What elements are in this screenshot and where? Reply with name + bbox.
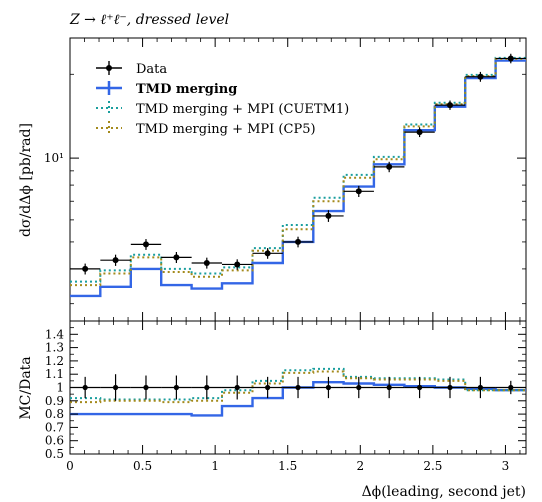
data-point — [325, 212, 332, 219]
data-ratio-point — [234, 384, 240, 391]
y-axis-label: dσ/dΔϕ [pb/rad] — [18, 123, 34, 237]
data-ratio-point — [112, 384, 119, 391]
ratio-tick-label: 0.8 — [45, 407, 64, 421]
ratio-tick-label: 1 — [56, 381, 64, 395]
chart-title: Z → ℓ⁺ℓ⁻, dressed level — [69, 12, 229, 28]
x-tick-label: 3 — [502, 459, 510, 473]
data-ratio-point — [477, 384, 484, 391]
y-tick-label: 10¹ — [44, 151, 64, 165]
ratio-tick-label: 0.6 — [45, 434, 64, 448]
x-tick-label: 0 — [66, 459, 74, 473]
data-ratio-point — [173, 384, 179, 391]
x-tick-label: 1 — [211, 459, 219, 473]
data-point — [112, 257, 119, 264]
data-point — [82, 265, 89, 272]
data-ratio-point — [508, 384, 514, 391]
x-tick-label: 1.5 — [278, 459, 297, 473]
ratio-tick-label: 0.7 — [45, 420, 64, 434]
x-axis-label: Δϕ(leading, second jet) — [362, 484, 526, 500]
x-tick-label: 0.5 — [133, 459, 152, 473]
data-point — [507, 55, 514, 62]
data-legend-label: Data — [136, 62, 167, 77]
data-point — [173, 254, 180, 261]
tmd-merging-mpi-cp5-ratio-line — [70, 370, 526, 404]
x-axis-ticks: 0 0.5 1 1.5 2 2.5 3 — [66, 38, 521, 473]
tmd-merging-mpi-cuetm1-legend-label: TMD merging + MPI (CUETM1) — [136, 102, 349, 117]
data-ratio-point — [295, 384, 301, 391]
data-point — [203, 260, 210, 267]
data-ratio-point — [447, 384, 453, 391]
ratio-y-ticks: 0.50.60.70.80.911.11.21.31.4 — [45, 327, 526, 461]
data-point — [447, 102, 453, 109]
data-ratio-point — [416, 384, 423, 391]
data-ratio-point — [265, 384, 271, 391]
main-plot-frame — [69, 37, 527, 322]
tmd-merging-mpi-cp5-legend-label: TMD merging + MPI (CP5) — [136, 122, 316, 137]
legend: Data TMD merging TMD merging + MPI (CUETM1… — [96, 61, 349, 137]
main-y-ticks: 10¹ — [44, 73, 526, 305]
data-point — [295, 238, 302, 245]
ratio-axis-label: MC/Data — [18, 356, 34, 419]
data-ratio-point — [325, 384, 332, 391]
ratio-tick-label: 1.1 — [45, 367, 64, 381]
ratio-tick-label: 0.9 — [45, 394, 64, 408]
data-ratio-point — [82, 384, 88, 391]
ratio-tick-label: 0.5 — [45, 447, 64, 461]
ratio-tick-label: 1.2 — [45, 354, 64, 368]
tmd-merging-mpi-cuetm1-line — [70, 56, 526, 283]
ratio-tick-label: 1.3 — [45, 341, 64, 355]
ratio-tick-label: 1.4 — [45, 327, 64, 341]
data-point — [477, 73, 484, 80]
tmd-merging-legend-label: TMD merging — [136, 82, 237, 97]
data-legend-marker — [106, 65, 112, 71]
data-point — [386, 163, 393, 170]
data-ratio-point — [204, 384, 210, 391]
data-point — [416, 129, 423, 136]
ratio-series-group — [70, 367, 526, 417]
main-series-group — [70, 53, 526, 298]
data-point — [355, 188, 362, 195]
data-point — [142, 241, 149, 248]
main-panel: 10¹ dσ/dΔϕ [pb/rad] — [18, 37, 527, 322]
x-tick-label: 2 — [356, 459, 364, 473]
data-point — [234, 261, 241, 268]
data-point — [264, 250, 271, 257]
data-ratio-point — [143, 384, 149, 391]
x-tick-label: 2.5 — [423, 459, 442, 473]
data-ratio-point — [356, 384, 362, 391]
data-ratio-point — [386, 384, 392, 391]
ratio-panel: 0.50.60.70.80.911.11.21.31.4 MC/Data — [18, 320, 527, 461]
